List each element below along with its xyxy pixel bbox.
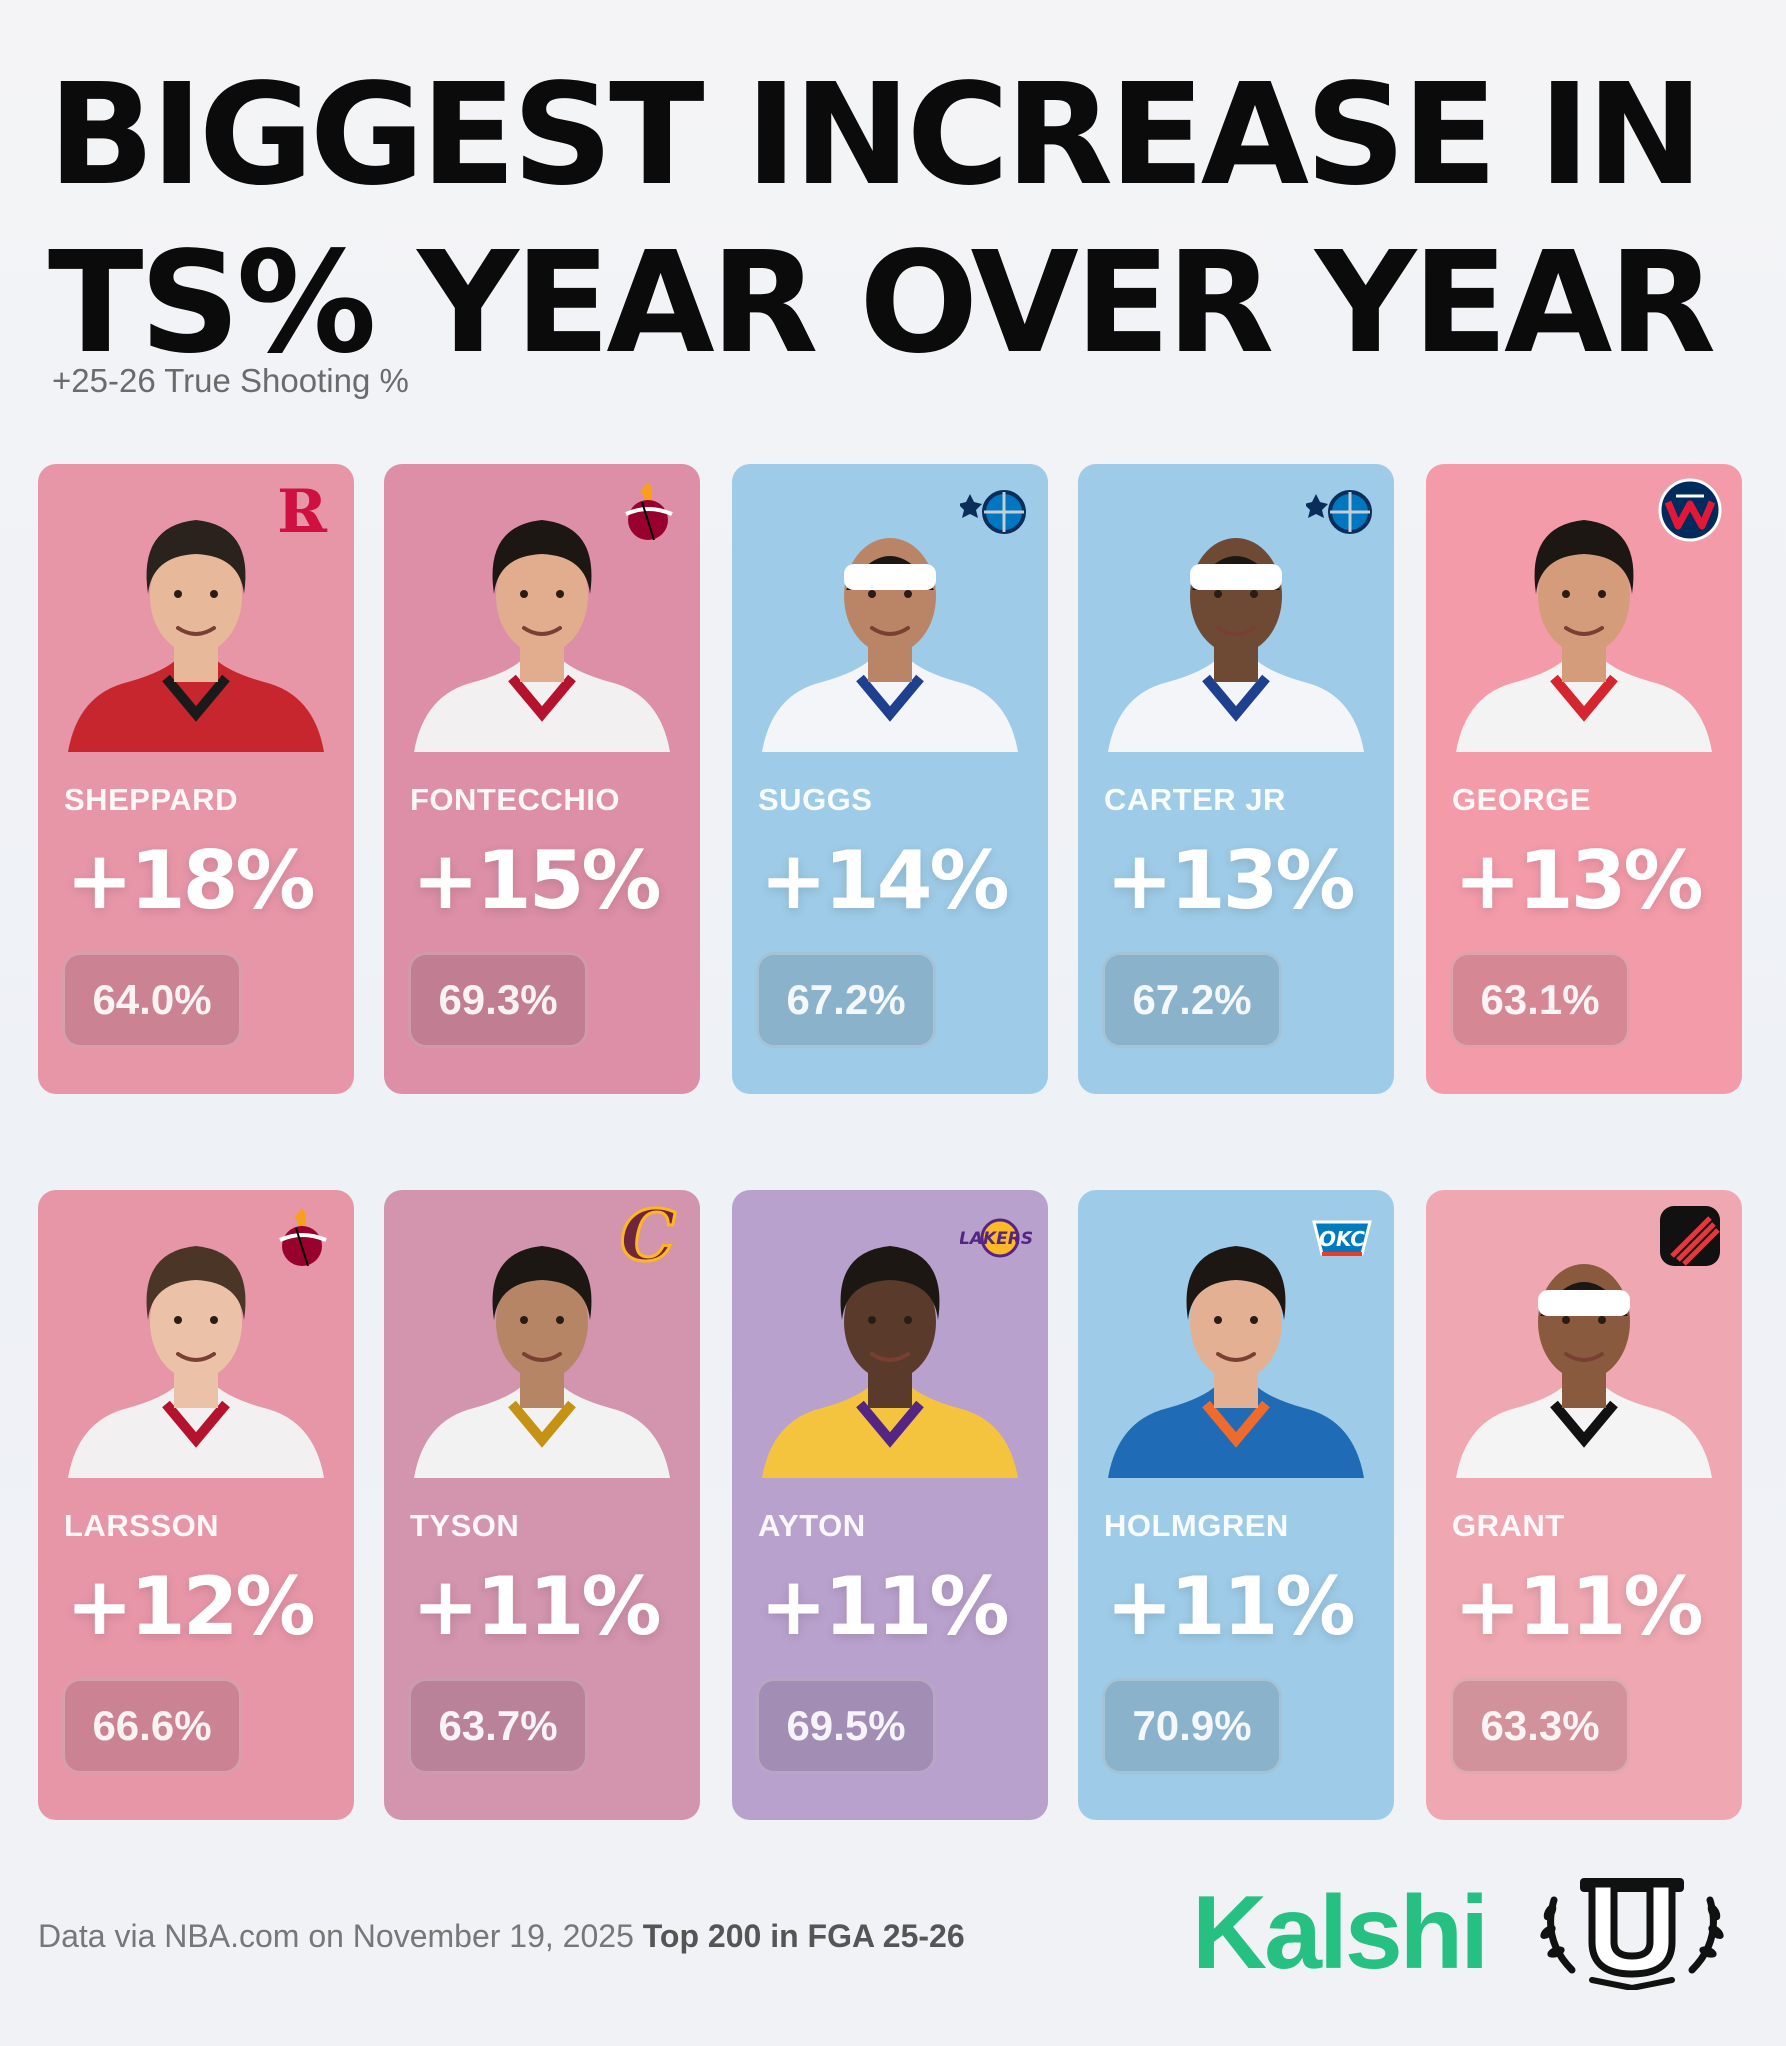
- player-card: SUGGS +14% 67.2%: [732, 464, 1048, 1094]
- ts-increase: +13%: [1106, 834, 1356, 927]
- player-name: AYTON: [758, 1508, 866, 1543]
- player-card: FONTECCHIO +15% 69.3%: [384, 464, 700, 1094]
- player-name: GRANT: [1452, 1508, 1565, 1543]
- player-card: OKC HOLMGREN +11% 70.9%: [1078, 1190, 1394, 1820]
- player-photo: [68, 1246, 324, 1478]
- title-line-2: TS% YEAR OVER YEAR: [48, 222, 1716, 385]
- player-photo: [762, 1246, 1018, 1478]
- laurel-u-crest-icon: [1540, 1878, 1724, 1990]
- subtitle: +25-26 True Shooting %: [52, 362, 409, 399]
- ts-value-badge: 69.5%: [756, 1678, 936, 1774]
- player-name: TYSON: [410, 1508, 520, 1543]
- player-card: GEORGE +13% 63.1%: [1426, 464, 1742, 1094]
- player-photo: [68, 520, 324, 752]
- qualifier-text: Top 200 in FGA 25-26: [642, 1918, 965, 1954]
- svg-text:LAKERS: LAKERS: [960, 1229, 1032, 1249]
- magic-logo-icon: [1306, 490, 1372, 534]
- source-text: Data via NBA.com on November 19, 2025: [38, 1918, 634, 1954]
- player-name: LARSSON: [64, 1508, 220, 1543]
- heat-logo-icon: [625, 482, 673, 541]
- player-card: LARSSON +12% 66.6%: [38, 1190, 354, 1820]
- player-photo: [414, 520, 670, 752]
- heat-logo-icon: [279, 1208, 327, 1267]
- blazers-logo-icon: [1660, 1206, 1720, 1266]
- player-card: GRANT +11% 63.3%: [1426, 1190, 1742, 1820]
- player-card: LAKERS AYTON +11% 69.5%: [732, 1190, 1048, 1820]
- magic-logo-icon: [960, 490, 1026, 534]
- ts-value-badge: 70.9%: [1102, 1678, 1282, 1774]
- player-card: CARTER JR +13% 67.2%: [1078, 464, 1394, 1094]
- player-name: CARTER JR: [1104, 782, 1286, 817]
- ts-value-badge: 63.3%: [1450, 1678, 1630, 1774]
- ts-value-badge: 67.2%: [756, 952, 936, 1048]
- wizards-logo-icon: [1658, 478, 1722, 542]
- player-name: SUGGS: [758, 782, 873, 817]
- ts-increase: +18%: [66, 834, 316, 927]
- ts-increase: +14%: [760, 834, 1010, 927]
- rockets-logo-icon: R: [277, 477, 328, 546]
- player-photo: [414, 1246, 670, 1478]
- ts-value-badge: 64.0%: [62, 952, 242, 1048]
- page-title: BIGGEST INCREASE IN TS% YEAR OVER YEAR: [48, 52, 1748, 388]
- ts-increase: +11%: [1106, 1560, 1356, 1653]
- thunder-logo-icon: OKC: [1312, 1220, 1372, 1256]
- ts-value-badge: 63.1%: [1450, 952, 1630, 1048]
- player-photo: [1108, 1246, 1364, 1478]
- player-card: R SHEPPARD +18% 64.0%: [38, 464, 354, 1094]
- cavaliers-logo-icon: C: [619, 1200, 678, 1272]
- player-name: FONTECCHIO: [410, 782, 620, 817]
- ts-value-badge: 67.2%: [1102, 952, 1282, 1048]
- player-name: GEORGE: [1452, 782, 1592, 817]
- player-photo: [762, 538, 1018, 752]
- player-name: SHEPPARD: [64, 782, 238, 817]
- ts-increase: +13%: [1454, 834, 1704, 927]
- ts-increase: +15%: [412, 834, 662, 927]
- svg-text:OKC: OKC: [1319, 1227, 1365, 1251]
- ts-increase: +11%: [1454, 1560, 1704, 1653]
- player-card: C TYSON +11% 63.7%: [384, 1190, 700, 1820]
- ts-increase: +11%: [412, 1560, 662, 1653]
- player-photo: [1108, 538, 1364, 752]
- ts-value-badge: 69.3%: [408, 952, 588, 1048]
- footer-source: Data via NBA.com on November 19, 2025 To…: [38, 1918, 965, 1955]
- svg-text:C: C: [620, 1200, 676, 1272]
- lakers-logo-icon: LAKERS: [960, 1218, 1032, 1258]
- player-photo: [1456, 1264, 1712, 1478]
- ts-increase: +12%: [66, 1560, 316, 1653]
- title-line-1: BIGGEST INCREASE IN: [48, 54, 1704, 217]
- ts-value-badge: 66.6%: [62, 1678, 242, 1774]
- kalshi-logo: Kalshi: [1192, 1875, 1489, 1991]
- ts-value-badge: 63.7%: [408, 1678, 588, 1774]
- ts-increase: +11%: [760, 1560, 1010, 1653]
- player-name: HOLMGREN: [1104, 1508, 1289, 1543]
- svg-text:R: R: [277, 477, 328, 546]
- player-photo: [1456, 520, 1712, 752]
